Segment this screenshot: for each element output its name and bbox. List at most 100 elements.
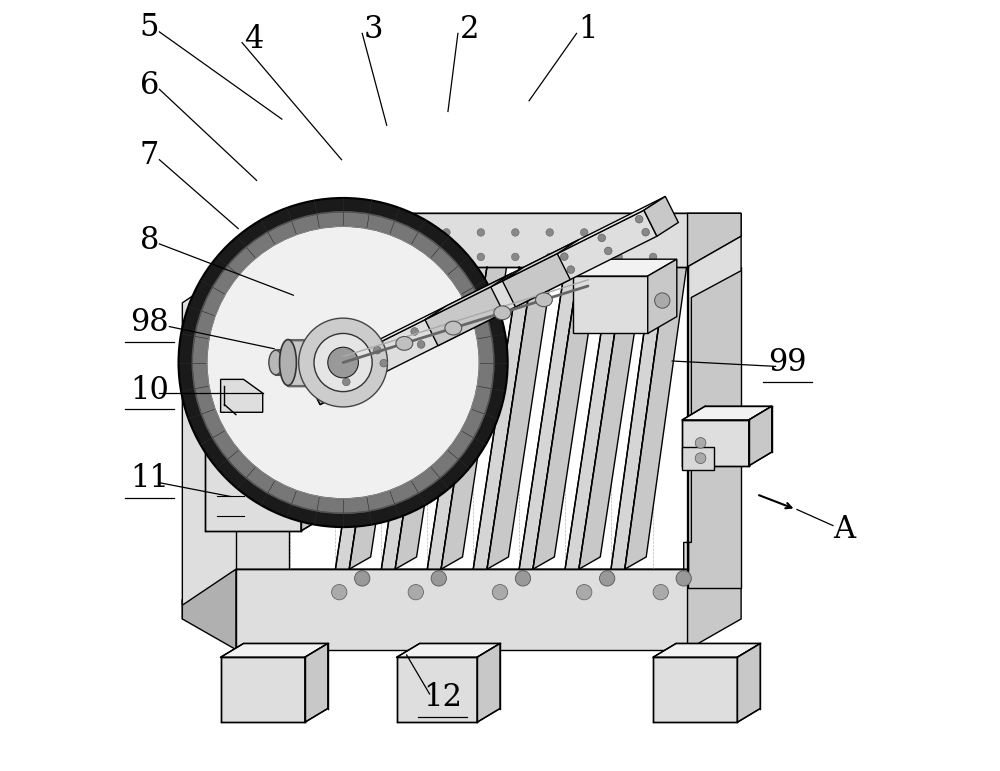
Polygon shape: [301, 433, 324, 531]
Text: 3: 3: [364, 14, 383, 45]
Circle shape: [299, 318, 387, 407]
Text: 7: 7: [140, 140, 159, 171]
Circle shape: [336, 365, 344, 372]
Circle shape: [332, 584, 347, 600]
Polygon shape: [381, 254, 417, 267]
Polygon shape: [519, 254, 554, 267]
Polygon shape: [653, 657, 737, 722]
Circle shape: [598, 234, 606, 242]
Polygon shape: [565, 267, 625, 569]
Ellipse shape: [445, 322, 462, 335]
Polygon shape: [305, 644, 328, 722]
Polygon shape: [335, 267, 395, 569]
Text: A: A: [833, 514, 856, 545]
Circle shape: [448, 309, 456, 317]
Circle shape: [580, 228, 588, 236]
Circle shape: [443, 253, 450, 261]
Text: 98: 98: [130, 307, 169, 338]
Text: 12: 12: [423, 682, 462, 713]
Circle shape: [492, 303, 500, 311]
Circle shape: [477, 228, 485, 236]
Polygon shape: [288, 339, 335, 386]
Circle shape: [523, 271, 531, 279]
Polygon shape: [395, 254, 462, 569]
Circle shape: [477, 253, 485, 261]
Circle shape: [431, 571, 446, 586]
Ellipse shape: [329, 350, 342, 375]
Polygon shape: [625, 254, 688, 569]
Circle shape: [207, 226, 479, 499]
Polygon shape: [682, 446, 714, 470]
Text: 8: 8: [140, 224, 159, 255]
Polygon shape: [182, 267, 290, 605]
Ellipse shape: [396, 336, 413, 350]
Polygon shape: [307, 365, 342, 405]
Circle shape: [546, 253, 554, 261]
Polygon shape: [579, 254, 646, 569]
Polygon shape: [533, 254, 600, 569]
Circle shape: [653, 584, 668, 600]
Circle shape: [179, 198, 508, 527]
Polygon shape: [307, 197, 665, 379]
Polygon shape: [427, 267, 487, 569]
Polygon shape: [425, 273, 512, 320]
Circle shape: [615, 253, 622, 261]
Text: 5: 5: [140, 12, 159, 42]
Polygon shape: [221, 379, 263, 412]
Polygon shape: [236, 214, 741, 267]
Polygon shape: [307, 210, 657, 405]
Circle shape: [649, 228, 657, 236]
Circle shape: [530, 284, 537, 292]
Circle shape: [417, 341, 425, 348]
Circle shape: [411, 328, 418, 335]
Circle shape: [695, 438, 706, 448]
Polygon shape: [236, 214, 290, 267]
Text: 99: 99: [768, 347, 806, 378]
Polygon shape: [688, 267, 741, 588]
Circle shape: [408, 228, 416, 236]
Circle shape: [380, 359, 388, 367]
Polygon shape: [737, 644, 760, 722]
Polygon shape: [573, 276, 648, 333]
Circle shape: [339, 228, 347, 236]
Polygon shape: [236, 569, 688, 650]
Polygon shape: [644, 197, 678, 236]
Ellipse shape: [327, 339, 344, 386]
Circle shape: [305, 253, 312, 261]
Polygon shape: [182, 569, 236, 650]
Polygon shape: [276, 350, 335, 375]
Polygon shape: [290, 214, 688, 267]
Circle shape: [511, 228, 519, 236]
Ellipse shape: [280, 339, 296, 386]
Circle shape: [642, 228, 649, 236]
Circle shape: [695, 453, 706, 463]
Polygon shape: [381, 267, 441, 569]
Circle shape: [486, 290, 493, 298]
Polygon shape: [682, 406, 772, 420]
Circle shape: [655, 293, 670, 308]
Polygon shape: [487, 254, 554, 569]
Circle shape: [560, 253, 568, 261]
Polygon shape: [205, 446, 301, 531]
Polygon shape: [688, 214, 741, 267]
Circle shape: [635, 215, 643, 223]
Circle shape: [676, 571, 691, 586]
Polygon shape: [477, 644, 500, 722]
Polygon shape: [749, 406, 772, 466]
Circle shape: [314, 333, 372, 392]
Polygon shape: [684, 236, 741, 569]
Polygon shape: [519, 267, 579, 569]
Polygon shape: [648, 259, 677, 333]
Circle shape: [355, 571, 370, 586]
Text: 1: 1: [578, 14, 598, 45]
Polygon shape: [221, 644, 328, 657]
Polygon shape: [653, 644, 760, 657]
Circle shape: [373, 346, 381, 354]
Circle shape: [577, 584, 592, 600]
Ellipse shape: [269, 350, 283, 375]
Circle shape: [604, 247, 612, 254]
Circle shape: [374, 228, 381, 236]
Circle shape: [339, 253, 347, 261]
Circle shape: [649, 253, 657, 261]
Circle shape: [408, 253, 416, 261]
